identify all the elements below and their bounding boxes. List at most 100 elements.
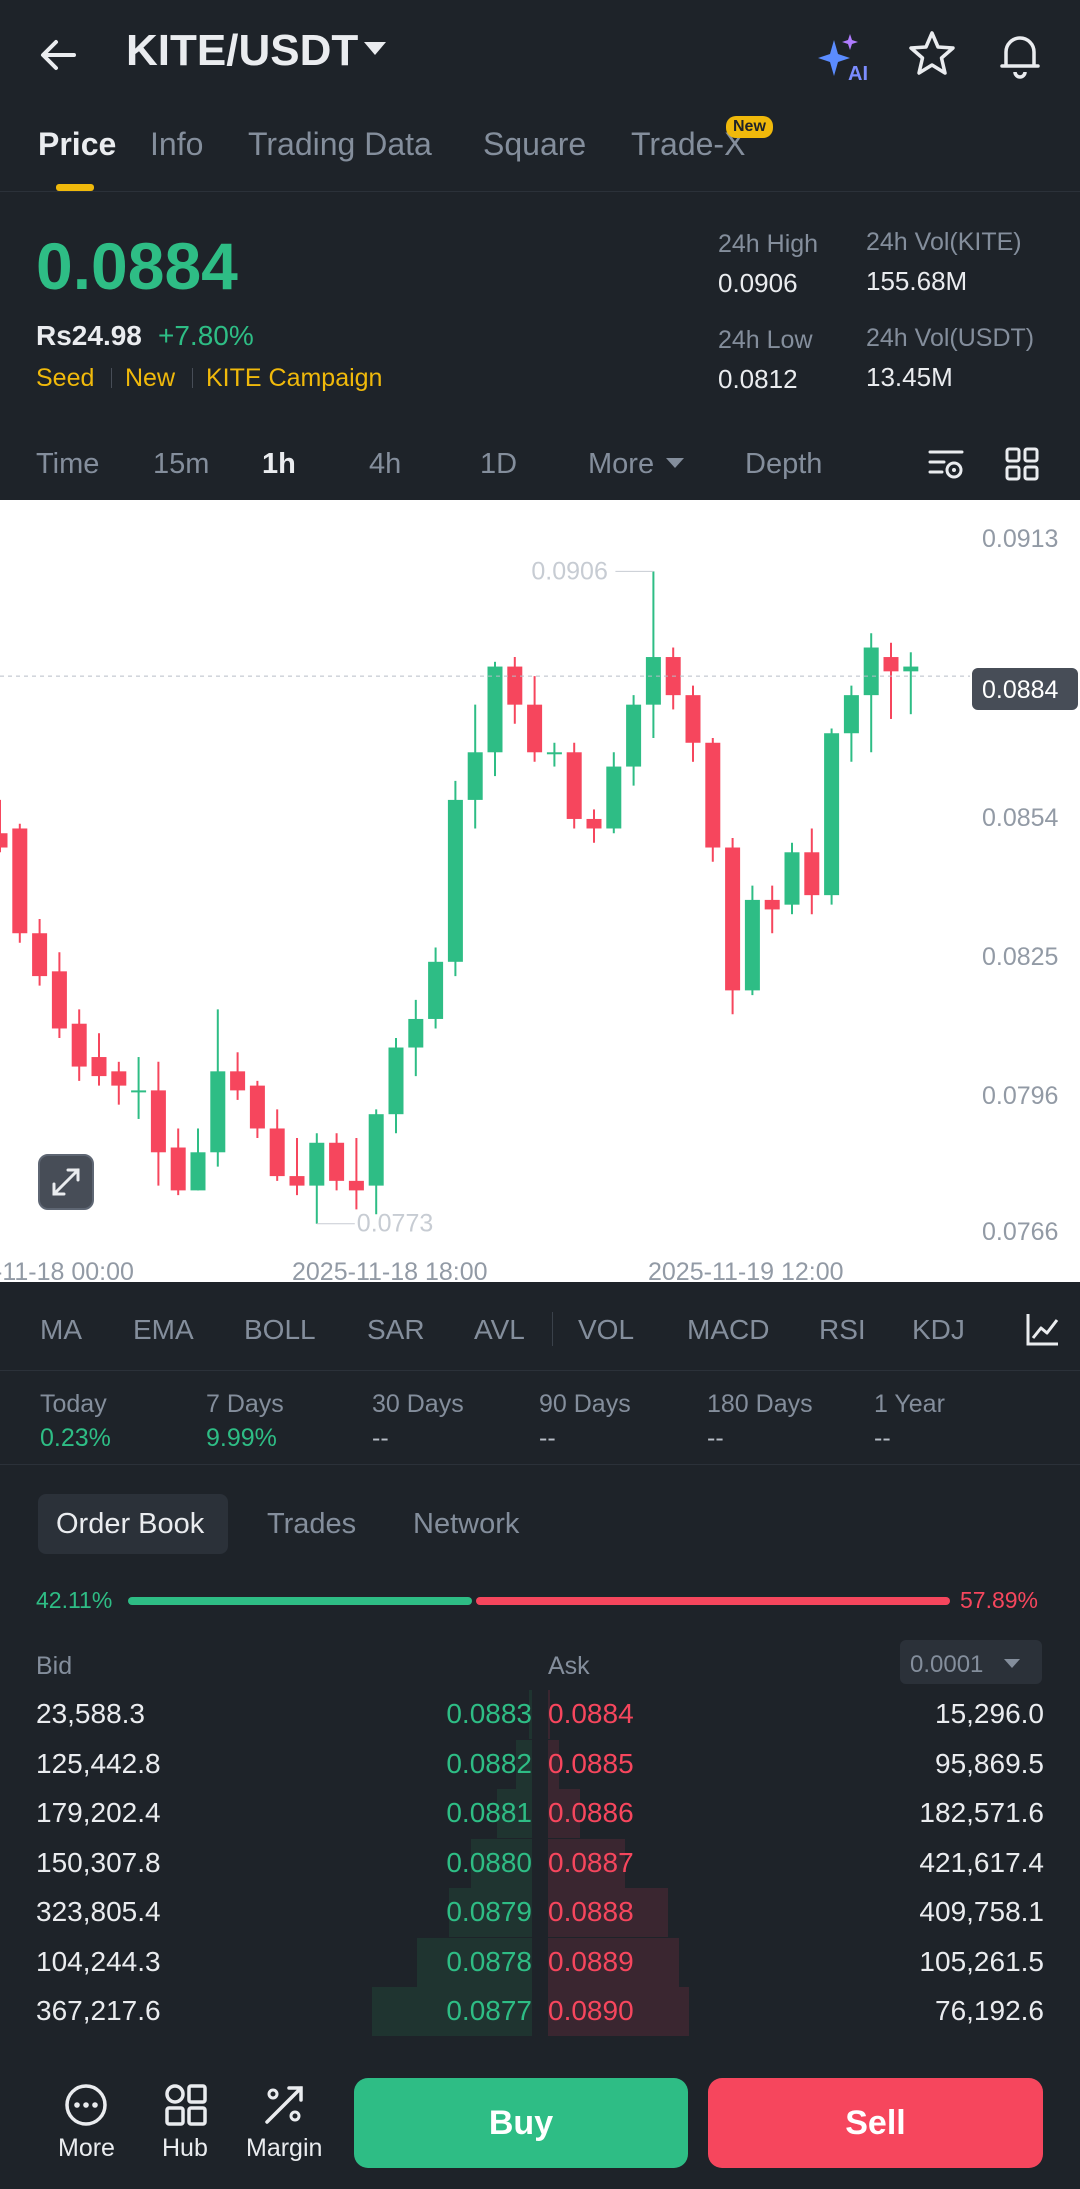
- buy-button[interactable]: Buy: [354, 2078, 688, 2168]
- perf-180d-label: 180 Days: [707, 1390, 813, 1418]
- low-24h-value: 0.0812: [718, 364, 798, 394]
- candle-down: [12, 828, 28, 934]
- tab-network[interactable]: Network: [413, 1508, 520, 1540]
- bid-quantity: 323,805.4: [36, 1896, 161, 1927]
- more-icon[interactable]: [61, 2080, 111, 2130]
- perf-90d-value: --: [539, 1424, 556, 1452]
- ask-quantity: 421,617.4: [919, 1846, 1044, 1878]
- margin-label[interactable]: Margin: [246, 2134, 323, 2162]
- tab-info[interactable]: Info: [150, 126, 204, 162]
- perf-30d-label: 30 Days: [372, 1390, 464, 1418]
- ask-quantity: 15,296.0: [935, 1698, 1044, 1729]
- ask-price: 0.0889: [548, 1945, 634, 1977]
- candle-down: [71, 1023, 87, 1067]
- star-icon[interactable]: [906, 28, 958, 80]
- trading-pair-title[interactable]: KITE/USDT: [126, 26, 359, 75]
- depth-tab[interactable]: Depth: [745, 448, 823, 480]
- price-change-percent: +7.80%: [158, 320, 254, 351]
- grid-layout-icon[interactable]: [1004, 446, 1040, 482]
- tab-trading-data[interactable]: Trading Data: [248, 126, 432, 162]
- divider: [0, 1464, 1080, 1465]
- tab-square[interactable]: Square: [483, 126, 587, 162]
- hub-icon[interactable]: [161, 2080, 211, 2130]
- sell-button[interactable]: Sell: [708, 2078, 1043, 2168]
- tag-kite-campaign[interactable]: KITE Campaign: [206, 364, 383, 392]
- candle-down: [883, 657, 899, 672]
- indicator-boll[interactable]: BOLL: [244, 1314, 316, 1345]
- bid-price: 0.0879: [446, 1896, 532, 1927]
- order-book-row[interactable]: 367,217.6 0.0877 0.0890 76,192.6: [0, 1987, 1080, 2036]
- tag-new[interactable]: New: [125, 364, 176, 392]
- back-arrow-icon[interactable]: [34, 30, 84, 80]
- high-24h-value: 0.0906: [718, 268, 798, 298]
- candle-down: [764, 899, 780, 910]
- order-book-row[interactable]: 150,307.8 0.0880 0.0887 421,617.4: [0, 1838, 1080, 1888]
- indicator-sar[interactable]: SAR: [367, 1314, 425, 1345]
- indicator-vol[interactable]: VOL: [578, 1314, 635, 1345]
- fullscreen-button[interactable]: [38, 1154, 94, 1210]
- chart-settings-icon[interactable]: [926, 446, 966, 482]
- candle-down: [348, 1180, 364, 1191]
- bid-ratio-percent: 42.11%: [36, 1587, 113, 1613]
- candle-down: [170, 1147, 186, 1191]
- indicator-macd[interactable]: MACD: [687, 1314, 770, 1345]
- candle-down: [269, 1128, 285, 1177]
- order-book-row[interactable]: 23,588.3 0.0883 0.0884 15,296.0: [0, 1690, 1080, 1739]
- bid-price: 0.0880: [446, 1846, 532, 1878]
- indicator-ma[interactable]: MA: [40, 1314, 82, 1345]
- bid-quantity: 23,588.3: [36, 1698, 145, 1729]
- ask-depth-bar: [548, 1937, 680, 1987]
- candlestick-chart[interactable]: 0.0906 0.0773 0.0913 0.0854 0.0825 0.079…: [0, 500, 1080, 1282]
- tab-trades[interactable]: Trades: [267, 1508, 357, 1540]
- order-book-row[interactable]: 179,202.4 0.0881 0.0886 182,571.6: [0, 1789, 1080, 1838]
- tag-seed[interactable]: Seed: [36, 364, 95, 392]
- chart-canvas[interactable]: 0.0906 0.0773 0.0913 0.0854 0.0825 0.079…: [0, 500, 1080, 1282]
- perf-1y-label: 1 Year: [874, 1390, 945, 1418]
- ask-ratio-bar: [476, 1597, 950, 1605]
- ai-sparkle-icon[interactable]: AI: [816, 30, 872, 82]
- order-book-row[interactable]: 104,244.3 0.0878 0.0889 105,261.5: [0, 1937, 1080, 1987]
- indicator-rsi[interactable]: RSI: [819, 1314, 866, 1345]
- candle-down: [725, 847, 741, 991]
- chevron-down-icon[interactable]: [1004, 1659, 1020, 1668]
- hub-label[interactable]: Hub: [162, 2134, 208, 2162]
- tab-order-book[interactable]: Order Book: [56, 1508, 205, 1540]
- perf-180d-value: --: [707, 1424, 724, 1452]
- candle-down: [150, 1090, 166, 1153]
- indicator-settings-icon[interactable]: [1024, 1310, 1062, 1348]
- bell-icon[interactable]: [994, 28, 1046, 80]
- bid-depth-bar: [496, 1789, 532, 1838]
- candle-up: [824, 733, 840, 896]
- candle-up: [487, 666, 503, 753]
- indicator-kdj[interactable]: KDJ: [912, 1314, 965, 1345]
- divider: [192, 368, 193, 388]
- timeframe-more[interactable]: More: [588, 448, 655, 480]
- margin-icon[interactable]: [259, 2080, 309, 2130]
- candle-down: [507, 666, 523, 705]
- tab-price[interactable]: Price: [38, 126, 117, 162]
- bid-quantity: 150,307.8: [36, 1846, 161, 1878]
- timeframe-time[interactable]: Time: [36, 448, 100, 480]
- order-book-row[interactable]: 323,805.4 0.0879 0.0888 409,758.1: [0, 1888, 1080, 1937]
- candle-up: [546, 752, 562, 755]
- timeframe-15m[interactable]: 15m: [153, 448, 210, 480]
- order-book-row[interactable]: 125,442.8 0.0882 0.0885 95,869.5: [0, 1739, 1080, 1789]
- candle-up: [388, 1047, 404, 1115]
- y-tick-label: 0.0766: [982, 1218, 1058, 1246]
- more-caret-icon[interactable]: [666, 458, 684, 468]
- candle-up: [606, 766, 622, 829]
- candle-up: [863, 647, 879, 696]
- last-price-tag-label: 0.0884: [982, 676, 1059, 704]
- pair-dropdown-caret-icon[interactable]: [364, 42, 386, 55]
- high-24h-label: 24h High: [718, 230, 819, 258]
- indicator-avl[interactable]: AVL: [474, 1314, 525, 1345]
- x-tick-label: 2025-11-19 12:00: [648, 1258, 844, 1282]
- indicator-ema[interactable]: EMA: [133, 1314, 194, 1345]
- timeframe-1d[interactable]: 1D: [480, 448, 518, 480]
- more-label[interactable]: More: [58, 2134, 115, 2162]
- candle-down: [111, 1071, 127, 1086]
- timeframe-1h[interactable]: 1h: [262, 448, 296, 480]
- timeframe-4h[interactable]: 4h: [369, 448, 402, 480]
- candle-down: [0, 833, 8, 848]
- precision-value[interactable]: 0.0001: [910, 1651, 984, 1678]
